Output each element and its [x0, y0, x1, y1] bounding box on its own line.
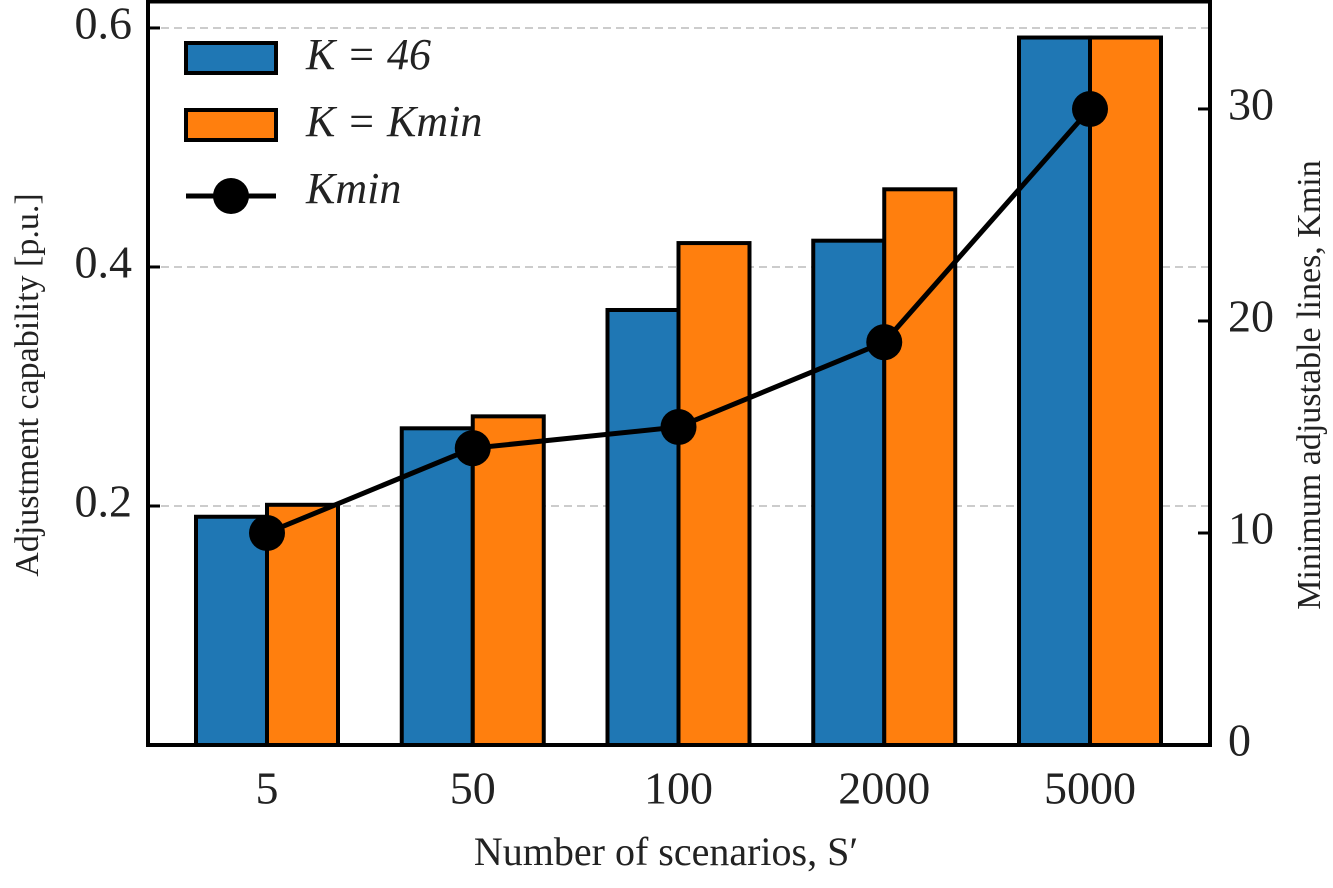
y2-tick-label: 0 [1228, 715, 1251, 766]
y2-axis-label: Minimum adjustable lines, Kmin [1291, 160, 1328, 610]
plot-frame [146, 0, 1212, 747]
bar [676, 241, 752, 747]
x-tick-label: 2000 [838, 763, 930, 814]
legend-swatch [184, 108, 278, 142]
bar [1088, 35, 1163, 748]
legend-label: K = 46 [305, 30, 431, 79]
legend-label: Kmin [305, 164, 401, 213]
y-tick-label: 0.6 [75, 0, 133, 49]
y-axis-label: Adjustment capability [p.u.] [9, 193, 46, 576]
marker [866, 324, 903, 361]
bar [470, 414, 546, 747]
marker [1072, 90, 1108, 127]
y-tick-label: 0.4 [75, 237, 133, 288]
bar [194, 514, 269, 747]
bar [399, 426, 475, 747]
bar [811, 238, 887, 747]
legend-label: K = Kmin [305, 97, 482, 146]
bar [605, 307, 681, 747]
bar [1017, 35, 1092, 748]
x-tick-label: 50 [450, 763, 496, 814]
y2-tick-label: 30 [1228, 79, 1274, 130]
legend-swatch [184, 41, 278, 75]
y2-tick-label: 20 [1228, 291, 1274, 342]
y-tick-label: 0.2 [75, 476, 133, 527]
y2-tick-label: 10 [1228, 503, 1274, 554]
x-tick-label: 5000 [1044, 763, 1136, 814]
marker [454, 430, 491, 467]
legend-marker [213, 178, 249, 214]
marker [660, 408, 697, 445]
x-tick-label: 100 [644, 763, 713, 814]
x-axis-label: Number of scenarios, S′ [474, 829, 858, 874]
bar [882, 187, 958, 747]
marker [249, 514, 285, 551]
x-tick-label: 5 [256, 763, 279, 814]
